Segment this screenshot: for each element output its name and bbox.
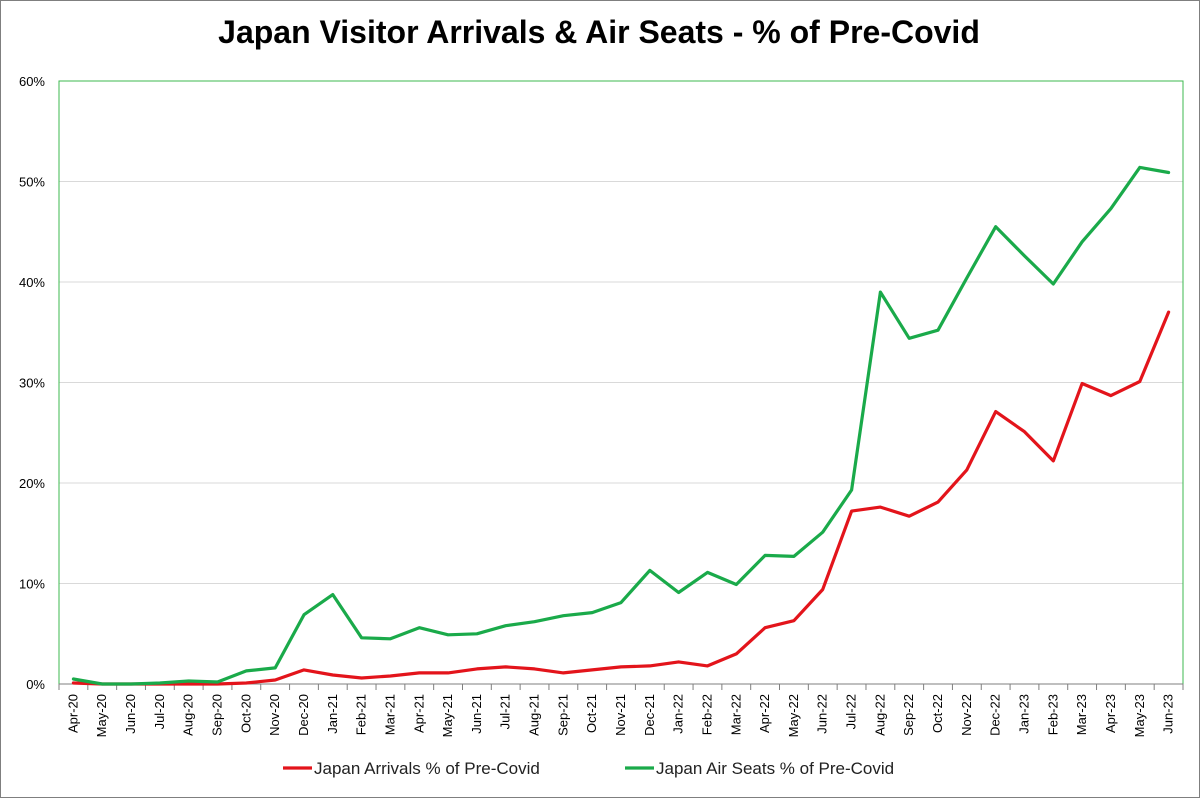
x-tick-label: Feb-21	[354, 694, 369, 735]
x-tick-label: Sep-22	[901, 694, 916, 736]
x-tick-label: Mar-22	[728, 694, 743, 735]
y-tick-label: 60%	[19, 74, 45, 89]
x-tick-label: Aug-21	[527, 694, 542, 736]
x-tick-label: Dec-22	[988, 694, 1003, 736]
series-line-air-seats	[71, 165, 1171, 686]
y-tick-label: 10%	[19, 577, 45, 592]
x-tick-label: May-22	[786, 694, 801, 737]
x-tick-label: Oct-22	[930, 694, 945, 733]
x-tick-label: Jan-23	[1016, 694, 1031, 734]
x-tick-label: Oct-20	[238, 694, 253, 733]
x-tick-label: Sep-20	[210, 694, 225, 736]
x-tick-label: May-21	[440, 694, 455, 737]
y-tick-label: 50%	[19, 175, 45, 190]
x-tick-label: Feb-22	[699, 694, 714, 735]
x-tick-label: Nov-20	[267, 694, 282, 736]
y-tick-label: 30%	[19, 376, 45, 391]
x-tick-label: Mar-23	[1074, 694, 1089, 735]
x-tick-label: Apr-20	[65, 694, 80, 733]
x-tick-label: Feb-23	[1045, 694, 1060, 735]
x-tick-label: Dec-20	[296, 694, 311, 736]
x-tick-label: Jun-20	[123, 694, 138, 734]
y-tick-label: 0%	[26, 677, 45, 692]
x-tick-label: May-23	[1132, 694, 1147, 737]
y-axis-labels: 0% 10% 20% 30% 40% 50% 60%	[19, 74, 45, 692]
x-tick-label: Jan-22	[671, 694, 686, 734]
x-tick-label: Apr-22	[757, 694, 772, 733]
x-tick-label: Jun-21	[469, 694, 484, 734]
x-axis: Apr-20 May-20 Jun-20 Jul-20 Aug-20 Sep-20 Oct-…	[58, 683, 1184, 737]
x-tick-label: May-20	[94, 694, 109, 737]
x-tick-label: Jan-21	[325, 694, 340, 734]
x-tick-label: Apr-21	[411, 694, 426, 733]
x-tick-label: Nov-21	[613, 694, 628, 736]
legend-label-arrivals: Japan Arrivals % of Pre-Covid	[314, 759, 540, 778]
legend: Japan Arrivals % of Pre-Covid Japan Air S…	[283, 759, 894, 778]
y-tick-label: 40%	[19, 275, 45, 290]
x-tick-label: Jul-22	[844, 694, 859, 729]
x-tick-label: Apr-23	[1103, 694, 1118, 733]
series-line-arrivals	[71, 310, 1171, 686]
x-tick-label: Nov-22	[959, 694, 974, 736]
x-tick-label: Jun-23	[1161, 694, 1176, 734]
chart-title: Japan Visitor Arrivals & Air Seats - % o…	[218, 14, 980, 50]
x-tick-label: Sep-21	[555, 694, 570, 736]
x-tick-label: Jul-21	[498, 694, 513, 729]
x-tick-label: Aug-20	[181, 694, 196, 736]
series-lines	[71, 165, 1171, 686]
x-tick-label: Jun-22	[815, 694, 830, 734]
x-tick-label: Dec-21	[642, 694, 657, 736]
x-tick-label: Aug-22	[872, 694, 887, 736]
y-tick-label: 20%	[19, 476, 45, 491]
x-tick-label: Mar-21	[382, 694, 397, 735]
x-tick-label: Oct-21	[584, 694, 599, 733]
gridlines	[59, 181, 1183, 584]
x-tick-label: Jul-20	[152, 694, 167, 729]
legend-label-air-seats: Japan Air Seats % of Pre-Covid	[656, 759, 894, 778]
